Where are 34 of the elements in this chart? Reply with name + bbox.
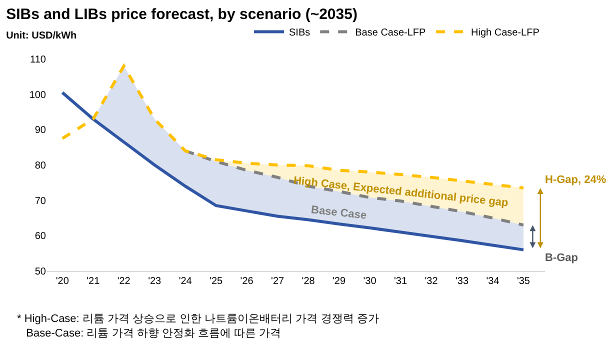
y-tick-label: 90 [34, 125, 46, 136]
x-tick-label: '33 [455, 276, 469, 287]
chart-title: SIBs and LIBs price forecast, by scenario (~2035) [6, 6, 358, 23]
y-tick-label: 70 [34, 196, 46, 207]
line-series [60, 91, 525, 252]
x-tick-label: '31 [394, 276, 408, 287]
annotation: Base Case [310, 204, 368, 222]
x-tick-label: '28 [302, 276, 316, 287]
x-tick-label: '22 [117, 276, 131, 287]
x-tick-label: '29 [332, 276, 346, 287]
annotation: H-Gap, 24% [545, 174, 606, 186]
x-tick-label: '30 [363, 276, 377, 287]
x-tick-label: '26 [240, 276, 254, 287]
chart-subtitle: Unit: USD/kWh [6, 30, 77, 42]
x-tick-label: '24 [178, 276, 192, 287]
x-tick-label: '32 [424, 276, 438, 287]
text: Base-Case: 리튬 가격 하향 안정화 흐름에 따른 가격 [17, 327, 282, 340]
x-tick-label: '20 [56, 276, 70, 287]
y-tick-label: 110 [30, 54, 46, 66]
x-tick-label: '34 [486, 276, 500, 287]
x-tick-label: '23 [148, 276, 162, 287]
text: * High-Case: 리튬 가격 상승으로 인한 나트륨이온배터리 가격 경쟁력 증가 [17, 313, 379, 325]
x-tick-label: '21 [86, 276, 100, 287]
x-tick-label: '25 [210, 276, 224, 287]
annotation: B-Gap [545, 252, 578, 264]
y-tick-label: 80 [34, 160, 46, 172]
y-tick-label: 100 [29, 90, 46, 101]
legend-label: Base Case-LFP [355, 28, 426, 39]
legend-label: SIBs [289, 28, 310, 39]
y-tick-label: 60 [34, 231, 46, 242]
y-tick-label: 50 [34, 266, 46, 278]
x-tick-label: '27 [271, 276, 285, 287]
legend-label: High Case-LFP [471, 28, 540, 39]
x-tick-label: '35 [516, 276, 530, 287]
